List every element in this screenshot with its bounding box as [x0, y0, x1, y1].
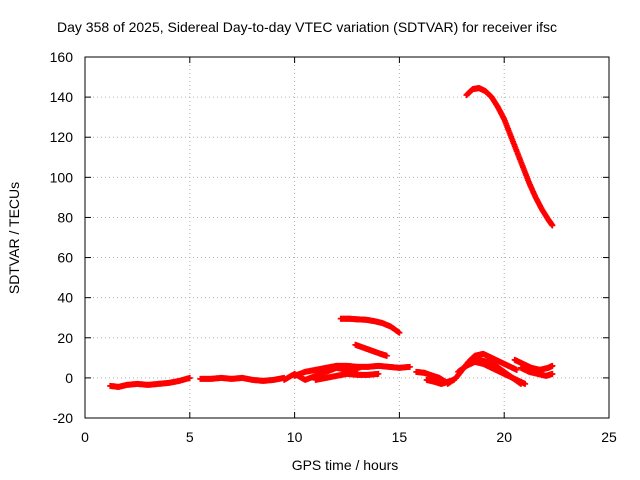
y-tick-label: 140	[50, 89, 74, 105]
series-track-5	[197, 374, 288, 384]
y-tick-label: 0	[65, 370, 73, 386]
data-point	[513, 366, 520, 373]
x-axis-label: GPS time / hours	[292, 457, 399, 473]
data-point	[549, 222, 556, 229]
y-tick-label: -20	[53, 410, 73, 426]
data-marks	[107, 85, 556, 390]
data-point	[549, 370, 556, 377]
grid	[85, 57, 609, 418]
series-track-8	[312, 370, 382, 383]
x-tick-label: 10	[287, 429, 303, 445]
data-point	[186, 374, 193, 381]
series-track-15	[517, 364, 556, 379]
series-track-1	[463, 85, 556, 229]
x-tick-label: 0	[81, 429, 89, 445]
y-tick-label: 100	[50, 169, 74, 185]
y-axis-label: SDTVAR / TECUs	[6, 182, 22, 294]
series-track-9	[413, 368, 449, 385]
x-tick-label: 5	[186, 429, 194, 445]
y-tick-label: 80	[57, 209, 73, 225]
series-track-11	[444, 350, 520, 387]
y-tick-label: 60	[57, 250, 73, 266]
data-point	[406, 363, 413, 370]
y-tick-label: 20	[57, 330, 73, 346]
y-tick-label: 120	[50, 129, 74, 145]
series-track-7	[291, 362, 413, 379]
y-tick-label: 40	[57, 290, 73, 306]
data-point	[383, 352, 390, 359]
data-point	[375, 370, 382, 377]
data-point	[396, 329, 403, 336]
series-track-3	[352, 341, 390, 359]
series-track-2	[337, 315, 403, 336]
data-point	[549, 362, 556, 369]
y-tick-label: 160	[50, 49, 74, 65]
x-tick-label: 25	[601, 429, 617, 445]
x-tick-label: 15	[392, 429, 408, 445]
chart-title: Day 358 of 2025, Sidereal Day-to-day VTE…	[57, 19, 557, 35]
x-tick-label: 20	[496, 429, 512, 445]
series-track-4	[107, 374, 193, 390]
ticks: 0 5 10 15 20 25 -20 0 20 40 60 80 100 120 140 160	[50, 49, 617, 445]
series-track-13	[467, 356, 524, 387]
plot-frame	[84, 56, 610, 419]
data-point	[517, 380, 524, 387]
